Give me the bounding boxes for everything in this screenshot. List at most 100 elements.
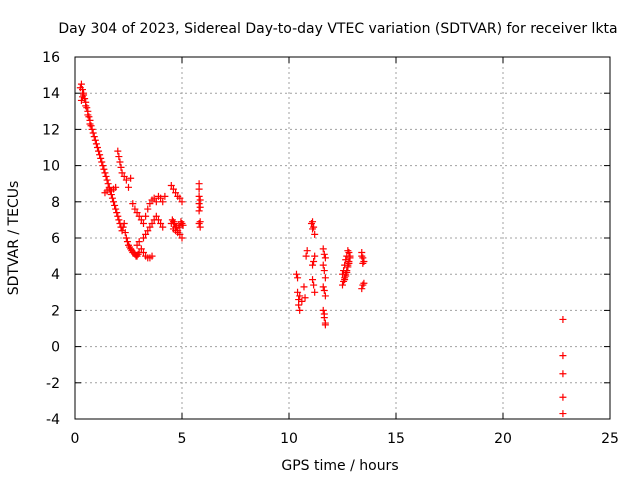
data-point <box>133 241 141 249</box>
data-point <box>148 252 156 260</box>
data-point <box>95 147 103 155</box>
data-point <box>321 321 329 329</box>
data-point <box>319 306 327 314</box>
data-point <box>112 205 120 213</box>
y-tick-label: 16 <box>42 50 60 66</box>
data-point <box>120 172 128 180</box>
x-axis-title: GPS time / hours <box>281 458 398 474</box>
y-tick-label: 0 <box>51 340 60 356</box>
gridlines <box>75 57 610 419</box>
data-point <box>78 93 86 101</box>
data-point <box>112 183 120 191</box>
data-point <box>101 169 109 177</box>
data-point <box>117 163 125 171</box>
data-point <box>294 274 302 282</box>
data-point <box>110 198 118 206</box>
data-point <box>342 270 350 278</box>
data-point <box>358 285 366 293</box>
data-point <box>159 223 167 231</box>
x-tick-label: 5 <box>178 431 187 447</box>
data-point <box>135 212 143 220</box>
data-point <box>310 258 318 266</box>
data-point <box>111 201 119 209</box>
plot-frame <box>74 56 611 420</box>
data-point <box>148 220 156 228</box>
data-point <box>310 281 318 289</box>
data-point <box>559 393 567 401</box>
x-tick-label: 15 <box>387 431 405 447</box>
data-point <box>178 234 186 242</box>
data-point <box>135 238 143 246</box>
y-tick-label: 6 <box>51 231 60 247</box>
y-tick-label: 4 <box>51 267 60 283</box>
data-point <box>131 205 139 213</box>
x-tick-label: 20 <box>494 431 512 447</box>
y-axis-title: SDTVAR / TECUs <box>6 181 22 296</box>
data-point <box>300 283 308 291</box>
data-point <box>311 252 319 260</box>
data-point <box>127 174 135 182</box>
data-point <box>345 248 353 256</box>
data-point <box>303 247 311 255</box>
data-point <box>102 172 110 180</box>
data-point <box>90 133 98 141</box>
data-point <box>146 223 154 231</box>
data-point <box>345 258 353 266</box>
data-point <box>296 292 304 300</box>
data-point <box>120 220 128 228</box>
data-point <box>196 203 204 211</box>
data-point <box>195 207 203 215</box>
data-point <box>196 196 204 204</box>
data-point <box>340 277 348 285</box>
data-point <box>319 245 327 253</box>
data-point <box>174 227 182 235</box>
data-point <box>298 297 306 305</box>
data-point <box>169 218 177 226</box>
data-point <box>559 370 567 378</box>
data-point <box>91 136 99 144</box>
data-point <box>195 200 203 208</box>
data-point <box>103 176 111 184</box>
data-point <box>115 153 123 161</box>
data-point <box>157 194 165 202</box>
data-point <box>89 129 97 137</box>
data-point <box>84 111 92 119</box>
y-tick-label: 12 <box>42 122 60 138</box>
x-tick-label: 0 <box>71 431 80 447</box>
data-point <box>359 281 367 289</box>
data-point <box>320 267 328 275</box>
data-point <box>152 198 160 206</box>
data-point <box>320 250 328 258</box>
y-tick-label: 10 <box>42 159 60 175</box>
y-tick-label: -4 <box>46 412 60 428</box>
data-point <box>125 183 132 191</box>
data-point <box>309 218 317 226</box>
data-point <box>178 220 186 228</box>
data-point <box>319 283 327 291</box>
y-tick-label: 14 <box>42 86 60 102</box>
data-point <box>133 209 141 217</box>
data-point <box>142 212 150 220</box>
data-point <box>77 80 85 88</box>
data-point <box>92 140 100 148</box>
data-point <box>559 352 567 360</box>
data-point <box>82 102 90 110</box>
data-point <box>118 169 126 177</box>
data-point <box>116 158 124 166</box>
data-points <box>76 80 567 418</box>
data-point <box>296 306 304 314</box>
data-point <box>152 212 160 220</box>
y-tick-labels: -4 -2 0 2 4 6 8 10 12 14 16 <box>42 50 60 428</box>
data-point <box>157 220 165 228</box>
data-point <box>139 234 147 242</box>
data-point <box>80 89 88 97</box>
data-point <box>301 294 309 302</box>
x-tick-label: 10 <box>280 431 298 447</box>
data-point <box>150 194 158 202</box>
data-point <box>139 248 147 256</box>
data-point <box>195 192 203 200</box>
data-point <box>86 120 94 128</box>
data-point <box>139 220 147 228</box>
